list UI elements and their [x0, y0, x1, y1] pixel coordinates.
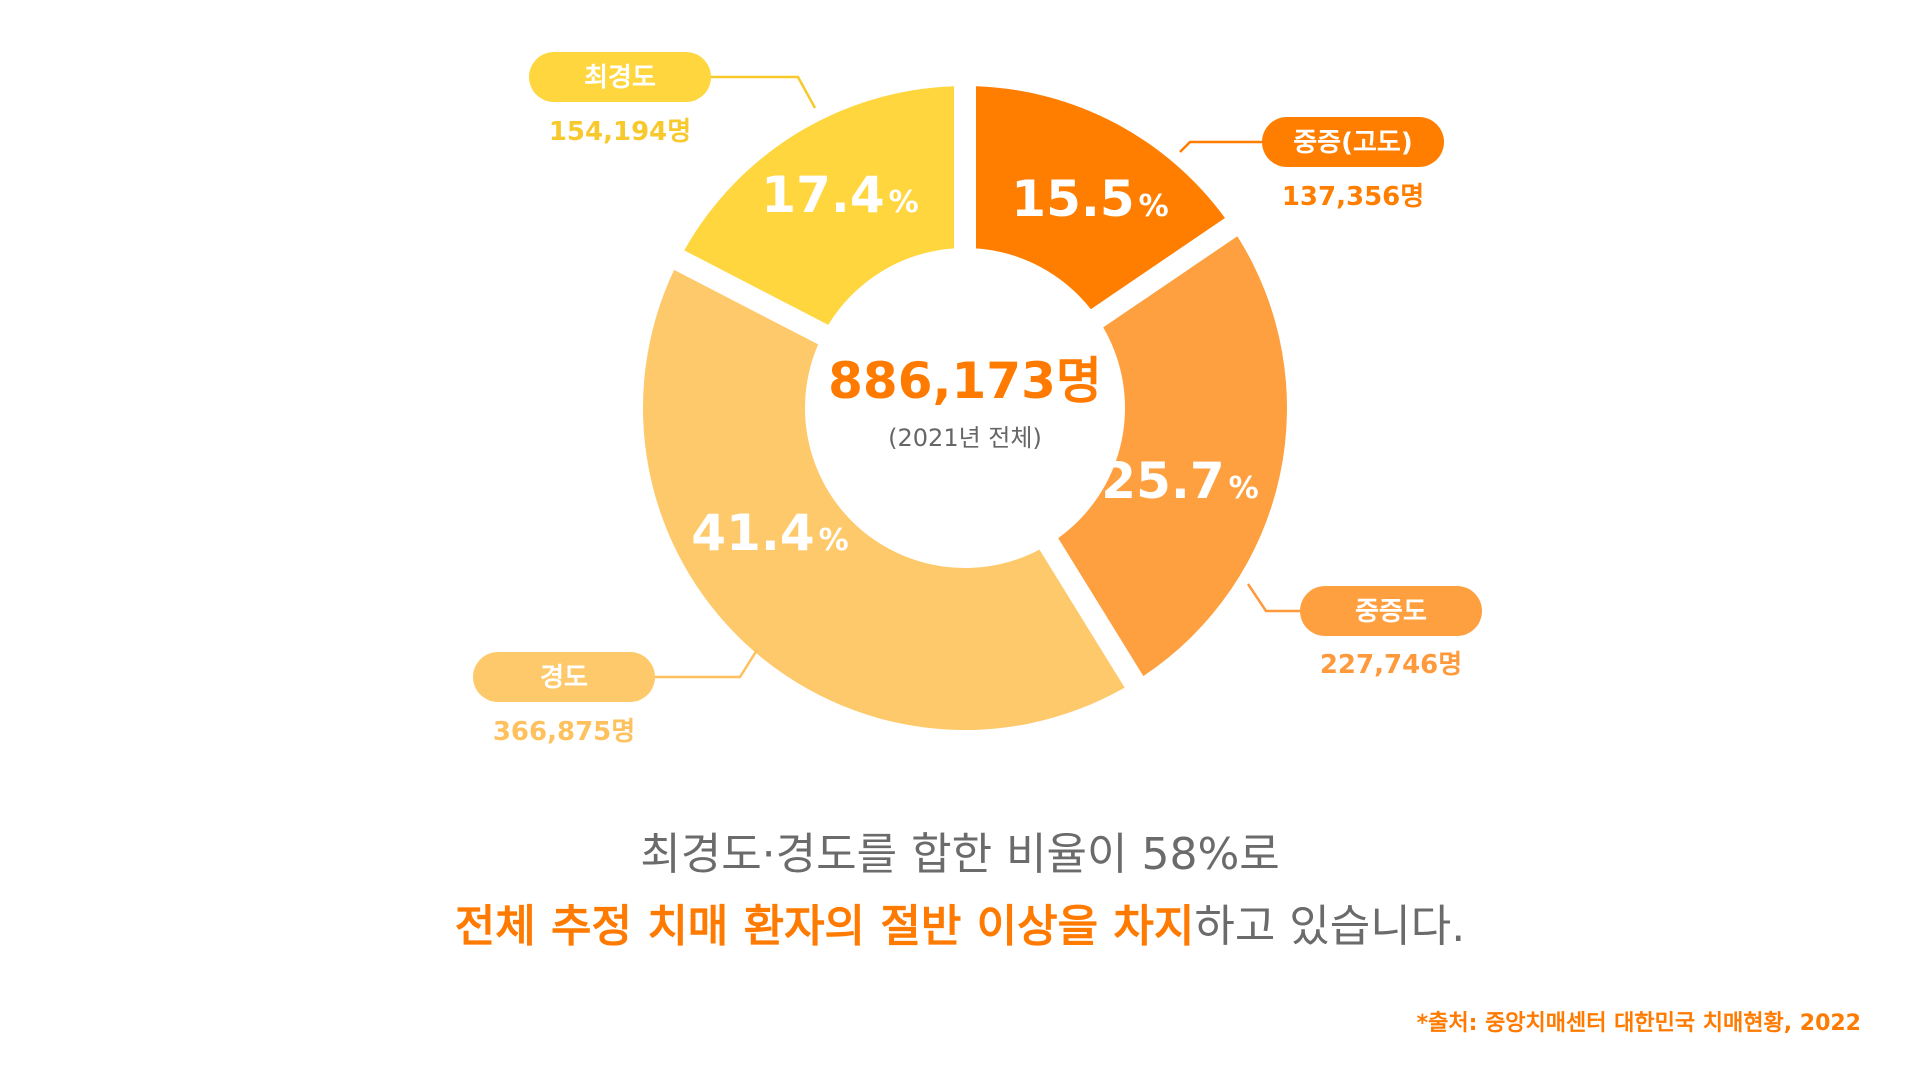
- caption-highlight: 전체 추정 치매 환자의 절반 이상을 차지: [454, 901, 1195, 952]
- legend-label-very-mild: 최경도: [584, 63, 656, 93]
- pct-label-moderate-severe: 25.7%: [1101, 452, 1258, 510]
- count-label-severe-high: 137,356명: [1282, 182, 1424, 212]
- legend-pill-moderate-severe: [1300, 586, 1482, 636]
- pct-label-very-mild: 17.4%: [761, 166, 918, 224]
- leader-line-severe-high: [1179, 140, 1262, 153]
- leader-line-very-mild: [711, 75, 817, 109]
- slice-moderate-severe: [1058, 236, 1287, 677]
- caption-line-1: 최경도·경도를 합한 비율이 58%로: [640, 829, 1280, 880]
- slice-very-mild: [684, 86, 955, 325]
- caption-line-2: 전체 추정 치매 환자의 절반 이상을 차지하고 있습니다.: [0, 890, 1920, 954]
- pct-label-severe-high: 15.5%: [1011, 170, 1168, 228]
- leader-line-mild: [655, 649, 759, 679]
- leader-line-moderate-severe: [1246, 583, 1300, 613]
- legend-label-mild: 경도: [540, 663, 588, 693]
- legend-label-moderate-severe: 중증도: [1355, 597, 1427, 627]
- center-subtitle: (2021년 전체): [888, 424, 1042, 452]
- slice-severe-high: [975, 86, 1225, 310]
- center-total: 886,173명: [828, 352, 1102, 410]
- caption-rest: 하고 있습니다.: [1194, 901, 1466, 952]
- slice-mild: [642, 269, 1125, 731]
- count-label-very-mild: 154,194명: [549, 117, 691, 147]
- source-note: *출처: 중앙치매센터 대한민국 치매현황, 2022: [1416, 1011, 1861, 1036]
- legend-pill-severe-high: [1262, 117, 1444, 167]
- legend-label-severe-high: 중증(고도): [1293, 128, 1412, 158]
- legend-pill-mild: [473, 652, 655, 702]
- count-label-moderate-severe: 227,746명: [1320, 650, 1462, 680]
- count-label-mild: 366,875명: [493, 717, 635, 747]
- legend-pill-very-mild: [529, 52, 711, 102]
- pct-label-mild: 41.4%: [691, 504, 848, 562]
